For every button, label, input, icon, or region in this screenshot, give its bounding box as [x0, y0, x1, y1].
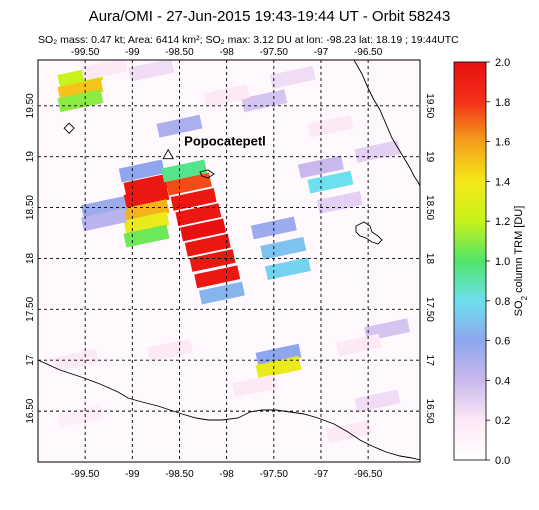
so2-pixel — [180, 218, 227, 242]
so2-pixel — [81, 208, 127, 232]
so2-pixel — [123, 199, 170, 223]
lon-tick-bottom: -99 — [125, 469, 140, 480]
colorbar-tick-label: 1.6 — [495, 137, 510, 149]
colorbar-tick-label: 0.2 — [495, 415, 510, 427]
so2-pixel — [161, 159, 208, 183]
lon-tick-bottom: -96.50 — [354, 469, 383, 480]
lat-tick-right: 19 — [424, 151, 435, 163]
colorbar-tick-label: 0.6 — [495, 336, 510, 348]
so2-pixel — [123, 224, 170, 248]
so2-pixel — [255, 343, 302, 367]
lat-tick-right: 18 — [424, 253, 435, 265]
so2-pixel — [269, 65, 316, 89]
so2-pixel — [241, 89, 288, 113]
so2-pixel — [316, 191, 363, 214]
so2-pixel — [57, 89, 104, 113]
so2-pixel — [255, 355, 302, 379]
lat-tick-left: 18.50 — [25, 195, 36, 220]
lon-tick-bottom: -97.50 — [260, 469, 289, 480]
lon-tick-bottom: -99.50 — [71, 469, 100, 480]
so2-pixel — [165, 172, 212, 196]
coastline-gulf — [353, 60, 420, 187]
lake-outline — [355, 221, 383, 245]
so2-pixel — [250, 216, 297, 240]
lat-tick-right: 17.50 — [424, 297, 435, 322]
coastline-pacific — [38, 359, 420, 461]
lon-tick-top: -99.50 — [71, 47, 100, 58]
colorbar-tick-label: 1.8 — [495, 97, 510, 109]
lon-tick-top: -98.50 — [165, 47, 194, 58]
so2-pixel — [307, 114, 354, 138]
so2-pixel — [260, 236, 307, 260]
volcano-triangle-icon — [162, 148, 174, 160]
lon-tick-top: -98 — [219, 47, 234, 58]
colorbar — [453, 61, 487, 461]
so2-pixel — [307, 170, 354, 194]
so2-pixel — [57, 404, 104, 428]
volcano-label: Popocatepetl — [184, 134, 266, 149]
so2-pixel — [184, 233, 231, 257]
lon-tick-bottom: -98 — [219, 469, 234, 480]
map-subtitle: SO₂ mass: 0.47 kt; Area: 6414 km²; SO₂ m… — [38, 34, 459, 46]
so2-pixel — [81, 60, 127, 81]
colorbar-tick-label: 1.2 — [495, 216, 510, 228]
so2-pixel — [354, 140, 401, 164]
lat-tick-right: 19.50 — [424, 93, 435, 118]
lake-small-outline — [199, 169, 215, 179]
colorbar-tick-label: 1.0 — [495, 256, 510, 268]
colorbar-tick-label: 2.0 — [495, 57, 510, 69]
so2-pixel — [147, 338, 194, 362]
so2-pixel — [198, 281, 245, 305]
so2-pixel — [170, 188, 217, 211]
so2-pixel — [189, 249, 236, 272]
lon-tick-bottom: -97 — [314, 469, 329, 480]
so2-pixel — [326, 420, 373, 443]
so2-pixel — [194, 265, 241, 289]
lat-tick-right: 16.50 — [424, 399, 435, 424]
so2-pixel — [231, 374, 278, 398]
so2-pixel — [264, 257, 311, 281]
lon-tick-top: -99 — [125, 47, 140, 58]
so2-pixel — [123, 211, 170, 235]
lat-tick-left: 17 — [25, 354, 36, 366]
lat-tick-left: 18 — [25, 252, 36, 264]
lat-tick-left: 19.50 — [25, 93, 36, 118]
lat-tick-left: 16.50 — [25, 398, 36, 423]
map-title: Aura/OMI - 27-Jun-2015 19:43-19:44 UT - … — [88, 8, 451, 25]
diamond-marker-icon — [63, 122, 75, 134]
lat-tick-left: 17.50 — [25, 296, 36, 321]
so2-pixel — [123, 173, 170, 197]
so2-pixel — [118, 159, 165, 183]
colorbar-tick-label: 0.0 — [495, 455, 510, 467]
so2-pixel — [175, 203, 222, 227]
lon-tick-top: -97.50 — [260, 47, 289, 58]
so2-pixel — [128, 60, 175, 82]
lat-tick-right: 17 — [424, 355, 435, 367]
colorbar-tick-label: 0.4 — [495, 375, 510, 387]
so2-pixel — [203, 84, 250, 108]
so2-pixel — [297, 155, 344, 179]
lon-tick-top: -97 — [314, 47, 329, 58]
so2-pixel — [354, 389, 401, 413]
lon-tick-bottom: -98.50 — [165, 469, 194, 480]
so2-pixel — [57, 78, 104, 101]
colorbar-label: SO2 column TRM [DU] — [513, 206, 529, 317]
lat-tick-left: 19 — [25, 151, 36, 163]
colorbar-tick-label: 1.4 — [495, 176, 510, 188]
so2-pixel — [123, 185, 170, 209]
lat-tick-right: 18.50 — [424, 195, 435, 220]
colorbar-tick-label: 0.8 — [495, 296, 510, 308]
map-frame — [37, 59, 421, 463]
lon-tick-top: -96.50 — [354, 47, 383, 58]
so2-pixel — [335, 333, 382, 357]
